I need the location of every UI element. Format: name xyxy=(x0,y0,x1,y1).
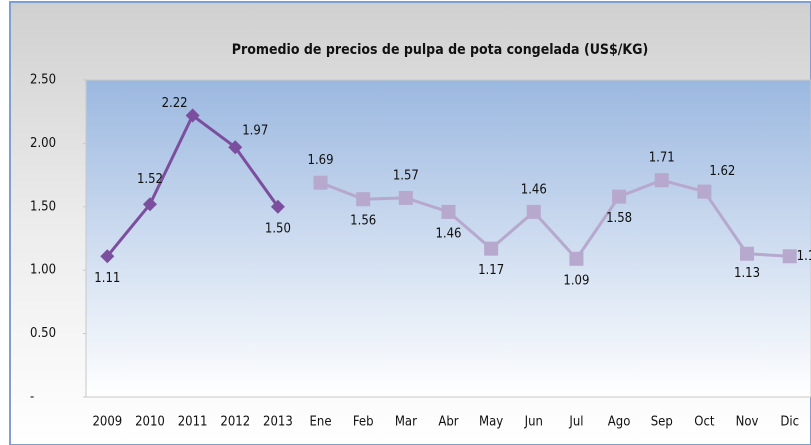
x-tick-label: Jun xyxy=(524,415,543,430)
x-tick-label: Sep xyxy=(651,415,673,430)
x-tick-label: 2012 xyxy=(220,415,250,430)
plot-area xyxy=(85,79,811,398)
marker xyxy=(526,204,541,219)
marker xyxy=(569,251,584,266)
chart-title: Promedio de precios de pulpa de pota con… xyxy=(232,42,648,58)
data-label: 1.97 xyxy=(242,124,268,139)
x-tick-label: Abr xyxy=(438,415,458,430)
x-tick-label: May xyxy=(479,415,503,430)
x-tick-label: Oct xyxy=(694,415,715,430)
data-label: 1.71 xyxy=(649,151,675,166)
marker xyxy=(100,249,115,264)
x-tick-label: Ago xyxy=(608,415,631,430)
y-tick-label: 2.00 xyxy=(30,136,56,151)
marker xyxy=(441,204,456,219)
marker xyxy=(398,190,413,205)
y-tick-label: - xyxy=(30,390,34,405)
marker xyxy=(484,241,499,256)
data-label: 1.17 xyxy=(478,263,504,278)
x-tick-label: Nov xyxy=(736,415,759,430)
marker xyxy=(228,140,243,155)
marker xyxy=(313,175,328,190)
marker xyxy=(612,189,627,204)
data-label: 1.52 xyxy=(137,172,163,187)
y-tick-label: 1.00 xyxy=(30,263,56,278)
data-label: 1.58 xyxy=(606,211,632,226)
x-tick-label: Dic xyxy=(780,415,799,430)
x-tick-label: 2010 xyxy=(135,415,165,430)
marker xyxy=(697,184,712,199)
data-label: 1.57 xyxy=(393,168,419,183)
data-label: 1.69 xyxy=(308,153,334,168)
data-label: 2.22 xyxy=(162,96,188,111)
x-tick-label: Jul xyxy=(568,415,583,430)
y-tick-label: 0.50 xyxy=(30,326,56,341)
plot-content: - 0.50 1.00 1.50 2.00 2.50 2009 2010 2011 2012 201… xyxy=(30,73,811,430)
series-line xyxy=(320,178,790,261)
data-label: 1.09 xyxy=(563,273,589,288)
x-tick-label: Feb xyxy=(353,415,374,430)
x-tick-label: 2011 xyxy=(178,415,208,430)
y-tick-label: 1.50 xyxy=(30,199,56,214)
marker xyxy=(185,108,200,123)
data-label: 1.56 xyxy=(350,214,376,229)
marker xyxy=(270,199,285,214)
data-label: 1.50 xyxy=(265,221,291,236)
data-label: 1.62 xyxy=(709,164,735,179)
y-tick-label: 2.50 xyxy=(30,73,56,88)
marker xyxy=(654,173,669,188)
marker xyxy=(356,192,371,207)
data-label: 1.11 xyxy=(797,249,811,264)
marker xyxy=(782,249,797,264)
marker xyxy=(142,197,157,212)
x-tick-label: Mar xyxy=(395,415,417,430)
x-tick-label: 2013 xyxy=(263,415,293,430)
data-label: 1.46 xyxy=(435,226,461,241)
x-tick-label: 2009 xyxy=(92,415,122,430)
x-tick-label: Ene xyxy=(310,415,332,430)
data-label: 1.13 xyxy=(734,266,760,281)
data-label: 1.46 xyxy=(521,182,547,197)
data-label: 1.11 xyxy=(94,271,120,286)
marker xyxy=(740,246,755,261)
